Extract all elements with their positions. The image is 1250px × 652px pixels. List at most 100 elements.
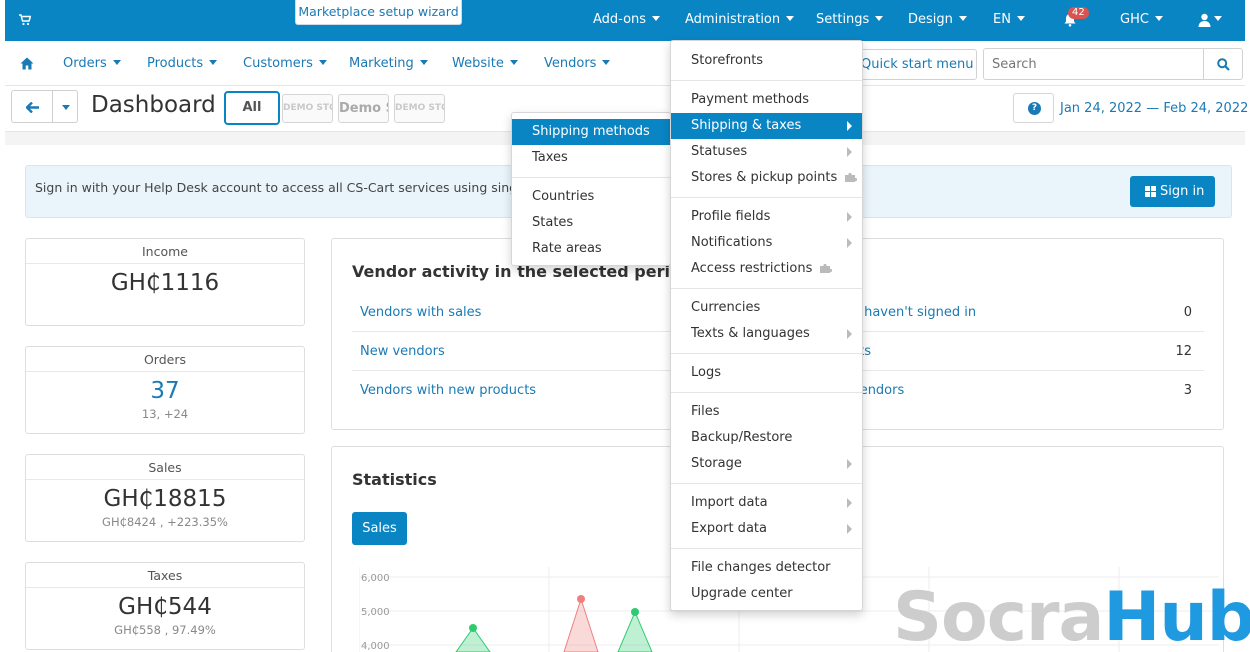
sales-value: GH₵18815 [103,486,227,512]
user-icon[interactable] [1198,13,1211,27]
inactive-vendors-link[interactable]: vendors [852,383,905,398]
nav-design[interactable]: Design [908,12,967,27]
nav-orders[interactable]: Orders [63,56,121,71]
chevron-right-icon [847,329,852,339]
menu-divider [671,548,862,549]
chevron-right-icon [847,524,852,534]
nav-vendors[interactable]: Vendors [544,56,611,71]
nav-design-label: Design [908,12,953,27]
nav-settings[interactable]: Settings [816,12,884,27]
arrow-left-icon [26,102,39,113]
puzzle-icon [820,263,833,273]
menu-item-backup-restore[interactable]: Backup/Restore [691,430,793,445]
menu-item-upgrade-center[interactable]: Upgrade center [691,586,793,601]
nav-language[interactable]: EN [993,12,1025,27]
orders-card: Orders 37 13, +24 [25,346,305,434]
menu-item-stores-pickup[interactable]: Stores & pickup points [671,165,862,191]
menu-item-import-data[interactable]: Import data [671,490,862,516]
home-icon[interactable] [20,57,34,70]
vendors-new-products-link[interactable]: Vendors with new products [360,383,537,398]
menu-item-currencies[interactable]: Currencies [691,300,761,315]
vendors-with-sales-link[interactable]: Vendors with sales [360,305,482,320]
nav-addons-label: Add-ons [593,12,647,27]
search-input[interactable] [983,48,1204,80]
menu-item-notifications[interactable]: Notifications [671,230,862,256]
nav-currency-label: GHC [1120,12,1149,27]
menu-item-texts-languages[interactable]: Texts & languages [671,321,862,347]
chart-point [577,595,585,603]
administration-menu: Storefronts Payment methods Shipping & t… [670,40,863,611]
income-label: Income [26,239,304,264]
menu-item-storage[interactable]: Storage [671,451,862,477]
quick-start-menu[interactable]: Quick start menu [850,49,977,80]
nav-products[interactable]: Products [147,56,218,71]
tab-sales[interactable]: Sales [352,512,407,545]
chart-area-red [563,597,599,652]
help-button[interactable]: ? [1013,93,1054,123]
row-count: 12 [1175,344,1192,359]
row-count: 0 [1183,305,1192,320]
sign-in-button[interactable]: Sign in [1130,176,1215,207]
menu-item-statuses[interactable]: Statuses [671,139,862,165]
nav-customers[interactable]: Customers [243,56,327,71]
menu-item-export-data[interactable]: Export data [671,516,862,542]
menu-item-shipping-methods[interactable]: Shipping methods [512,119,670,145]
setup-wizard-link[interactable]: Marketplace setup wizard [295,0,462,25]
menu-item-countries[interactable]: Countries [532,189,595,204]
orders-label: Orders [26,347,304,372]
date-range-picker[interactable]: Jan 24, 2022 — Feb 24, 2022 [1060,101,1250,116]
menu-item-taxes[interactable]: Taxes [532,150,568,165]
nav-marketing[interactable]: Marketing [349,56,428,71]
storefront-logo-3[interactable]: DEMO STO [394,94,445,123]
menu-item-storefronts[interactable]: Storefronts [691,53,764,68]
chevron-down-icon [112,60,121,65]
nav-addons[interactable]: Add-ons [593,12,661,27]
watermark-part-1: Socra [893,578,1104,652]
taxes-label: Taxes [26,563,304,588]
sales-label: Sales [26,455,304,480]
sales-sub: GH₵8424 , +223.35% [102,515,228,529]
orders-sub: 13, +24 [141,407,189,421]
y-tick-label: 4,000 [361,641,390,652]
chart-area-green [617,610,653,652]
date-range-label: Jan 24, 2022 — Feb 24, 2022 [1060,101,1249,116]
user-menu-toggle[interactable] [1214,12,1222,27]
history-dropdown[interactable] [52,90,78,123]
y-tick-label: 6,000 [361,573,390,584]
y-tick-label: 5,000 [361,607,390,618]
nav-administration[interactable]: Administration [685,12,795,27]
nav-website[interactable]: Website [452,56,518,71]
menu-divider [671,353,862,354]
menu-divider [671,80,862,81]
taxes-sub: GH₵558 , 97.49% [114,623,216,637]
menu-item-file-changes-detector[interactable]: File changes detector [691,560,831,575]
menu-divider [671,392,862,393]
new-vendors-link[interactable]: New vendors [360,344,445,359]
nav-settings-label: Settings [816,12,870,27]
nav-currency[interactable]: GHC [1120,12,1163,27]
menu-item-profile-fields[interactable]: Profile fields [671,204,862,230]
storefront-logo-1[interactable]: DEMO STO [282,94,333,123]
back-button[interactable] [11,90,53,123]
storefront-all-button[interactable]: All [224,91,280,125]
menu-item-states[interactable]: States [532,215,574,230]
vendors-not-signed-link[interactable]: o haven't signed in [852,305,977,320]
menu-item-rate-areas[interactable]: Rate areas [532,241,602,256]
chevron-down-icon [1016,16,1025,21]
storefront-logo-2[interactable]: Demo Sto [338,94,389,123]
cart-icon[interactable] [19,14,31,26]
menu-item-label: Shipping & taxes [691,118,802,133]
menu-item-payment-methods[interactable]: Payment methods [691,92,810,107]
menu-item-access-restrictions[interactable]: Access restrictions [671,256,862,282]
menu-item-logs[interactable]: Logs [691,365,721,380]
orders-value[interactable]: 37 [150,378,180,404]
menu-item-shipping-taxes[interactable]: Shipping & taxes [671,113,862,139]
menu-item-label: Profile fields [691,209,771,224]
menu-divider [671,483,862,484]
search-button[interactable] [1203,48,1243,80]
chevron-down-icon [1214,16,1222,21]
menu-item-files[interactable]: Files [691,404,720,419]
chevron-down-icon [1154,16,1163,21]
menu-item-label: Notifications [691,235,773,250]
nav-website-label: Website [452,56,504,71]
